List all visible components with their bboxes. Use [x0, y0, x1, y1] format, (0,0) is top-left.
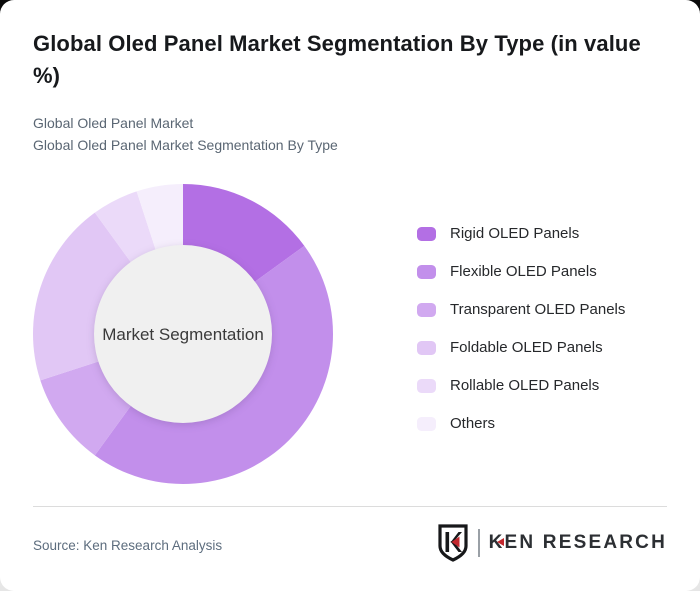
logo-wordmark-k: K [488, 532, 505, 553]
footer-divider [33, 506, 667, 507]
donut-chart-svg: Market Segmentation [32, 184, 333, 484]
legend-item-label: Others [450, 415, 496, 432]
logo-wordmark: K EN RESEARCH [489, 532, 667, 554]
legend-item-others[interactable]: Others [417, 415, 625, 432]
donut-center-label: Market Segmentation [102, 325, 264, 344]
legend-item-label: Rollable OLED Panels [450, 377, 600, 394]
legend-item-label: Transparent OLED Panels [450, 301, 626, 318]
logo-divider [477, 529, 480, 557]
legend-item-foldable-oled-panels[interactable]: Foldable OLED Panels [417, 339, 625, 356]
legend-swatch [417, 340, 436, 355]
logo-shield-icon [437, 524, 468, 562]
subtitle: Global Oled Panel Market Global Oled Pan… [33, 112, 338, 156]
subtitle-line-2: Global Oled Panel Market Segmentation By… [33, 137, 338, 153]
logo-wordmark-rest: EN RESEARCH [504, 532, 667, 553]
donut-center-circle [94, 245, 272, 423]
legend-swatch [417, 302, 436, 317]
legend-item-transparent-oled-panels[interactable]: Transparent OLED Panels [417, 301, 626, 318]
legend-swatch [417, 416, 436, 431]
legend-swatch [417, 226, 436, 241]
legend-item-label: Rigid OLED Panels [450, 225, 580, 242]
page-title: Global Oled Panel Market Segmentation By… [33, 31, 641, 88]
logo-red-triangle-icon [496, 537, 504, 546]
legend-item-label: Flexible OLED Panels [450, 263, 597, 280]
source-text: Source: Ken Research Analysis [33, 538, 223, 553]
subtitle-line-1: Global Oled Panel Market [33, 115, 194, 131]
legend-swatch [417, 378, 436, 393]
legend-item-flexible-oled-panels[interactable]: Flexible OLED Panels [417, 263, 625, 280]
legend-item-label: Foldable OLED Panels [450, 339, 603, 356]
legend-swatch [417, 264, 436, 279]
legend-item-rollable-oled-panels[interactable]: Rollable OLED Panels [417, 377, 625, 394]
chart-legend: Rigid OLED Panels Flexible OLED Panels Tra… [417, 225, 626, 454]
donut-chart: Market Segmentation [17, 168, 349, 500]
legend-item-rigid-oled-panels[interactable]: Rigid OLED Panels [417, 225, 625, 242]
ken-research-logo: K EN RESEARCH [435, 523, 667, 563]
